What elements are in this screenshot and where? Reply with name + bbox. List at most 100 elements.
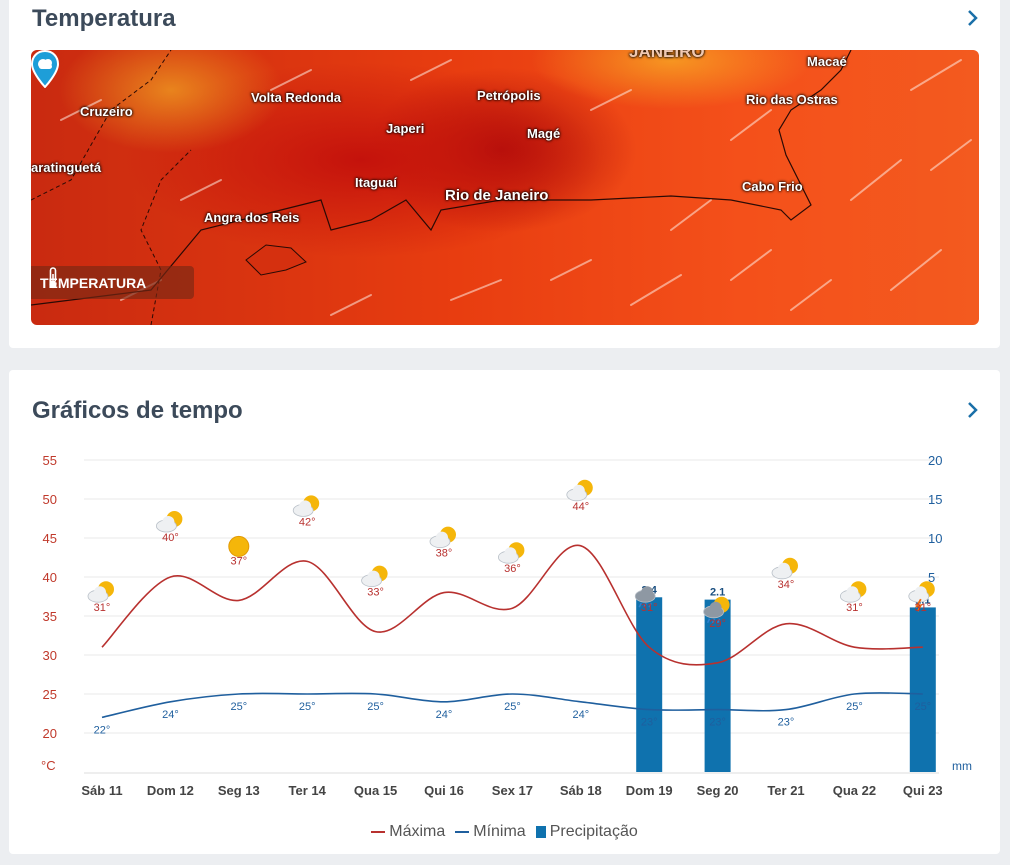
min-temp-label: 25° [914,701,931,713]
precip-data-label: 2.1 [710,587,725,599]
x-tick-label: Qui 23 [903,783,943,798]
max-temp-label: 36° [504,563,521,575]
weather-graph-card: Gráficos de tempo 55 50 45 40 35 30 25 20 °C 20 15… [9,370,1000,854]
partly-cloudy-icon [566,479,593,502]
x-tick-label: Sáb 18 [560,783,602,798]
y-tick-left: 20 [43,726,57,741]
x-tick-label: Sáb 11 [81,783,122,798]
y-tick-right: 10 [928,531,942,546]
y-tick-right: 15 [928,492,942,507]
rain-cloud-icon [634,586,656,608]
y-tick-left: 50 [43,492,57,507]
legend-max-swatch [371,831,386,833]
storm-icon [908,581,935,612]
chevron-right-icon[interactable] [966,8,980,28]
min-temp-label: 25° [846,701,863,713]
graph-title: Gráficos de tempo [32,397,243,424]
x-tick-label: Dom 12 [147,783,194,798]
legend-min[interactable]: Mínima [455,823,526,841]
map-overlay [31,50,972,325]
x-tick-label: Qui 16 [424,783,464,798]
sun-icon [228,535,250,557]
city-label: Magé [527,126,561,141]
max-temp-label: 31° [914,602,931,614]
city-label-selected: Rio de Janeiro [445,187,549,204]
location-pin-icon [31,50,59,88]
partly-cloudy-icon [155,511,183,533]
city-label: Macaé [807,54,847,69]
x-tick-label: Seg 20 [697,783,739,798]
min-temp-label: 25° [230,701,247,713]
temperature-card: Temperatura JANEIRO Macaé Cruzeiro Vo [9,0,1000,348]
y-tick-left: 45 [43,531,57,546]
max-temp-label: 29° [709,618,726,630]
min-temp-label: 23° [641,717,658,729]
legend-min-swatch [455,831,470,833]
max-temp-line [101,544,923,666]
min-temp-label: 25° [367,701,384,713]
min-temp-label: 24° [162,709,179,721]
legend-max-label: Máxima [389,823,446,840]
min-temp-label: 25° [504,701,521,713]
partly-cloudy-icon [292,495,320,517]
city-label: aratinguetá [31,160,102,175]
chevron-right-icon[interactable] [966,400,980,420]
y-tick-right: 5 [928,570,935,585]
partly-cloudy-icon [87,581,114,603]
min-temp-label: 22° [94,724,111,736]
max-temp-label: 34° [778,579,795,591]
y-tick-left: 35 [43,609,57,624]
min-temp-label: 24° [572,709,589,721]
partly-cloudy-icon [771,557,798,580]
legend-min-label: Mínima [473,823,526,840]
thermometer-icon [49,267,57,289]
partly-cloudy-icon [840,581,867,603]
max-temp-label: 44° [572,501,589,513]
legend-precip-swatch [535,826,546,838]
min-temp-line [101,692,923,719]
y-tick-left: 40 [43,570,57,585]
city-label: Petrópolis [477,88,541,103]
min-temp-label: 23° [778,717,795,729]
x-tick-label: Ter 14 [289,783,327,798]
temperature-title: Temperatura [32,5,176,32]
left-unit-label: °C [41,758,56,773]
min-temp-label: 23° [709,717,726,729]
map-layer-label: TEMPERATURA [40,274,147,291]
partly-cloudy-icon [497,542,525,564]
city-label: JANEIRO [629,50,705,61]
x-tick-label: Qua 22 [833,783,876,798]
city-label: Itaguaí [355,175,397,190]
temperature-map[interactable]: JANEIRO Macaé Cruzeiro Volta Redonda Pet… [31,50,979,325]
min-temp-label: 24° [436,709,453,721]
city-label: Japeri [386,121,425,136]
y-tick-left: 55 [43,453,57,468]
partly-cloudy-icon [361,565,388,588]
city-label: Rio das Ostras [746,92,838,107]
min-temp-label: 25° [299,701,316,713]
max-temp-label: 38° [436,548,453,560]
x-tick-label: Dom 19 [626,783,673,798]
legend-precip[interactable]: Precipitação [535,823,638,841]
sun-rain-icon [703,596,730,624]
y-tick-right: 20 [928,453,942,468]
city-label: Cabo Frio [742,179,803,194]
max-temp-label: 42° [299,516,316,528]
precip-bar [636,597,663,772]
x-tick-label: Sex 17 [492,783,533,798]
y-tick-left: 30 [43,648,57,663]
max-temp-label: 31° [846,602,863,614]
y-tick-left: 25 [43,687,57,702]
precip-bar [909,607,936,772]
map-layer-badge[interactable]: TEMPERATURA [31,266,194,299]
max-temp-label: 33° [367,587,384,599]
x-tick-label: Seg 13 [218,783,260,798]
partly-cloudy-icon [429,526,456,549]
max-temp-label: 37° [230,555,247,567]
x-tick-label: Ter 21 [767,783,804,798]
max-temp-label: 31° [94,602,111,614]
x-tick-label: Qua 15 [354,783,397,798]
max-temp-label: 40° [162,532,179,544]
precip-bar [704,599,731,772]
legend-max[interactable]: Máxima [371,823,445,841]
